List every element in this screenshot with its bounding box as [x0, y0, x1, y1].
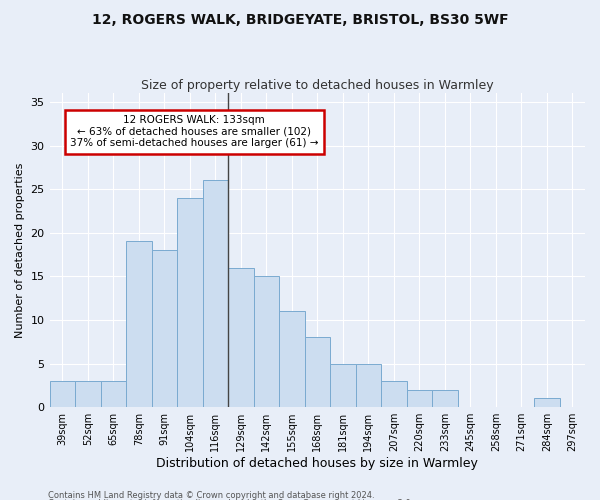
Bar [177, 198, 203, 407]
Bar [279, 312, 305, 407]
Bar [381, 381, 407, 407]
Bar [305, 338, 330, 407]
Bar [50, 381, 75, 407]
Bar [356, 364, 381, 407]
Text: 12, ROGERS WALK, BRIDGEYATE, BRISTOL, BS30 5WF: 12, ROGERS WALK, BRIDGEYATE, BRISTOL, BS… [92, 12, 508, 26]
Y-axis label: Number of detached properties: Number of detached properties [15, 162, 25, 338]
Text: Contains HM Land Registry data © Crown copyright and database right 2024.: Contains HM Land Registry data © Crown c… [48, 490, 374, 500]
Bar [228, 268, 254, 407]
Bar [330, 364, 356, 407]
Title: Size of property relative to detached houses in Warmley: Size of property relative to detached ho… [141, 79, 494, 92]
Bar [254, 276, 279, 407]
Text: 12 ROGERS WALK: 133sqm
← 63% of detached houses are smaller (102)
37% of semi-de: 12 ROGERS WALK: 133sqm ← 63% of detached… [70, 115, 319, 148]
Bar [101, 381, 126, 407]
Bar [126, 242, 152, 407]
Bar [152, 250, 177, 407]
Bar [432, 390, 458, 407]
Bar [407, 390, 432, 407]
Bar [534, 398, 560, 407]
Bar [75, 381, 101, 407]
X-axis label: Distribution of detached houses by size in Warmley: Distribution of detached houses by size … [157, 457, 478, 470]
Bar [203, 180, 228, 407]
